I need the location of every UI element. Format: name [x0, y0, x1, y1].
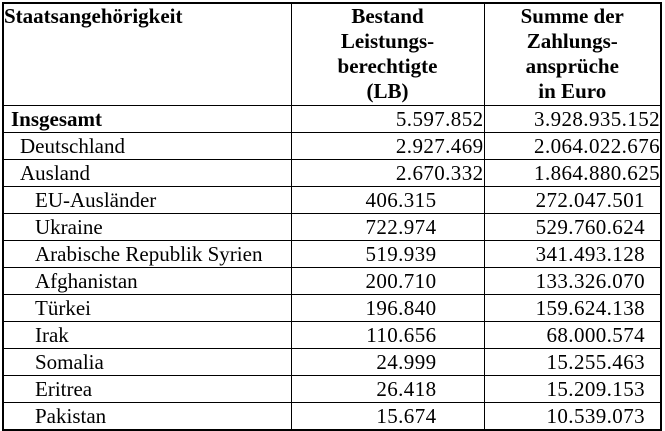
claims-value-cell: 529.760.624	[483, 213, 662, 241]
nationality-cell: Insgesamt	[2, 105, 292, 133]
table-row: Eritrea 26.418 15.209.153	[2, 375, 662, 403]
recipients-value-cell: 15.674	[290, 402, 485, 431]
claims-value-cell: 15.255.463	[483, 348, 662, 376]
table-row: Arabische Republik Syrien 519.939 341.493.…	[2, 240, 662, 268]
recipients-value-cell: 200.710	[290, 267, 485, 295]
table-row: Somalia 24.999 15.255.463	[2, 348, 662, 376]
nationality-cell: Arabische Republik Syrien	[2, 240, 292, 268]
table-row: Ukraine 722.974 529.760.624	[2, 213, 662, 241]
nationality-cell: Türkei	[2, 294, 292, 322]
recipients-value-cell: 722.974	[290, 213, 485, 241]
nationality-cell: EU-Ausländer	[2, 186, 292, 214]
nationality-cell: Ukraine	[2, 213, 292, 241]
table-row: Deutschland 2.927.469 2.064.022.676	[2, 132, 662, 160]
claims-value-cell: 3.928.935.152	[483, 105, 662, 133]
claims-value-cell: 15.209.153	[483, 375, 662, 403]
table-row: Ausland 2.670.332 1.864.880.625	[2, 159, 662, 187]
recipients-value-cell: 24.999	[290, 348, 485, 376]
recipients-value-cell: 110.656	[290, 321, 485, 349]
recipients-value-cell: 2.927.469	[290, 132, 485, 160]
claims-value-cell: 133.326.070	[483, 267, 662, 295]
table-body: Insgesamt 5.597.852 3.928.935.152 Deutschla…	[2, 105, 662, 431]
recipients-value-cell: 406.315	[290, 186, 485, 214]
claims-value-cell: 68.000.574	[483, 321, 662, 349]
nationality-cell: Somalia	[2, 348, 292, 376]
recipients-value-cell: 2.670.332	[290, 159, 485, 187]
column-header-nationality: Staatsangehörigkeit	[2, 2, 292, 106]
header-row: Staatsangehörigkeit Bestand Leistungs- b…	[2, 2, 662, 106]
recipients-value-cell: 519.939	[290, 240, 485, 268]
recipients-value-cell: 26.418	[290, 375, 485, 403]
nationality-cell: Deutschland	[2, 132, 292, 160]
column-header-payment-claims: Summe der Zahlungs- ansprüche in Euro	[483, 2, 662, 106]
table-row: Pakistan 15.674 10.539.073	[2, 402, 662, 431]
nationality-cell: Ausland	[2, 159, 292, 187]
column-header-recipients: Bestand Leistungs- berechtigte (LB)	[290, 2, 485, 106]
recipients-value-cell: 196.840	[290, 294, 485, 322]
nationality-cell: Eritrea	[2, 375, 292, 403]
claims-value-cell: 341.493.128	[483, 240, 662, 268]
table-row: Irak 110.656 68.000.574	[2, 321, 662, 349]
recipients-value-cell: 5.597.852	[290, 105, 485, 133]
table-row: EU-Ausländer 406.315 272.047.501	[2, 186, 662, 214]
table-row: Insgesamt 5.597.852 3.928.935.152	[2, 105, 662, 133]
claims-value-cell: 272.047.501	[483, 186, 662, 214]
claims-value-cell: 2.064.022.676	[483, 132, 662, 160]
nationality-cell: Irak	[2, 321, 292, 349]
claims-value-cell: 159.624.138	[483, 294, 662, 322]
nationality-cell: Afghanistan	[2, 267, 292, 295]
claims-value-cell: 10.539.073	[483, 402, 662, 431]
nationality-cell: Pakistan	[2, 402, 292, 431]
table-row: Afghanistan 200.710 133.326.070	[2, 267, 662, 295]
claims-value-cell: 1.864.880.625	[483, 159, 662, 187]
table-row: Türkei 196.840 159.624.138	[2, 294, 662, 322]
